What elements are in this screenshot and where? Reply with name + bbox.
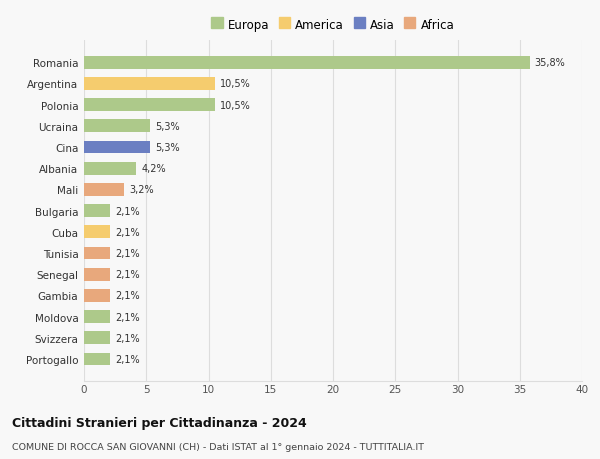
Text: 5,3%: 5,3% bbox=[155, 143, 179, 153]
Bar bbox=[84, 162, 136, 175]
Text: 2,1%: 2,1% bbox=[115, 227, 140, 237]
Text: 2,1%: 2,1% bbox=[115, 206, 140, 216]
Text: COMUNE DI ROCCA SAN GIOVANNI (CH) - Dati ISTAT al 1° gennaio 2024 - TUTTITALIA.I: COMUNE DI ROCCA SAN GIOVANNI (CH) - Dati… bbox=[12, 442, 424, 451]
Bar bbox=[84, 99, 215, 112]
Bar bbox=[84, 332, 110, 344]
Text: 4,2%: 4,2% bbox=[141, 164, 166, 174]
Bar bbox=[84, 57, 530, 69]
Text: 10,5%: 10,5% bbox=[220, 101, 250, 110]
Bar bbox=[84, 311, 110, 323]
Bar bbox=[84, 205, 110, 218]
Bar bbox=[84, 78, 215, 90]
Bar bbox=[84, 141, 150, 154]
Bar bbox=[84, 226, 110, 239]
Text: 2,1%: 2,1% bbox=[115, 333, 140, 343]
Bar bbox=[84, 247, 110, 260]
Text: 2,1%: 2,1% bbox=[115, 269, 140, 280]
Bar bbox=[84, 353, 110, 365]
Text: 2,1%: 2,1% bbox=[115, 354, 140, 364]
Bar bbox=[84, 289, 110, 302]
Legend: Europa, America, Asia, Africa: Europa, America, Asia, Africa bbox=[209, 17, 457, 34]
Text: 2,1%: 2,1% bbox=[115, 291, 140, 301]
Text: 35,8%: 35,8% bbox=[535, 58, 565, 68]
Text: Cittadini Stranieri per Cittadinanza - 2024: Cittadini Stranieri per Cittadinanza - 2… bbox=[12, 416, 307, 429]
Text: 5,3%: 5,3% bbox=[155, 122, 179, 132]
Text: 3,2%: 3,2% bbox=[129, 185, 154, 195]
Text: 2,1%: 2,1% bbox=[115, 248, 140, 258]
Bar bbox=[84, 120, 150, 133]
Bar bbox=[84, 184, 124, 196]
Text: 10,5%: 10,5% bbox=[220, 79, 250, 89]
Text: 2,1%: 2,1% bbox=[115, 312, 140, 322]
Bar bbox=[84, 268, 110, 281]
